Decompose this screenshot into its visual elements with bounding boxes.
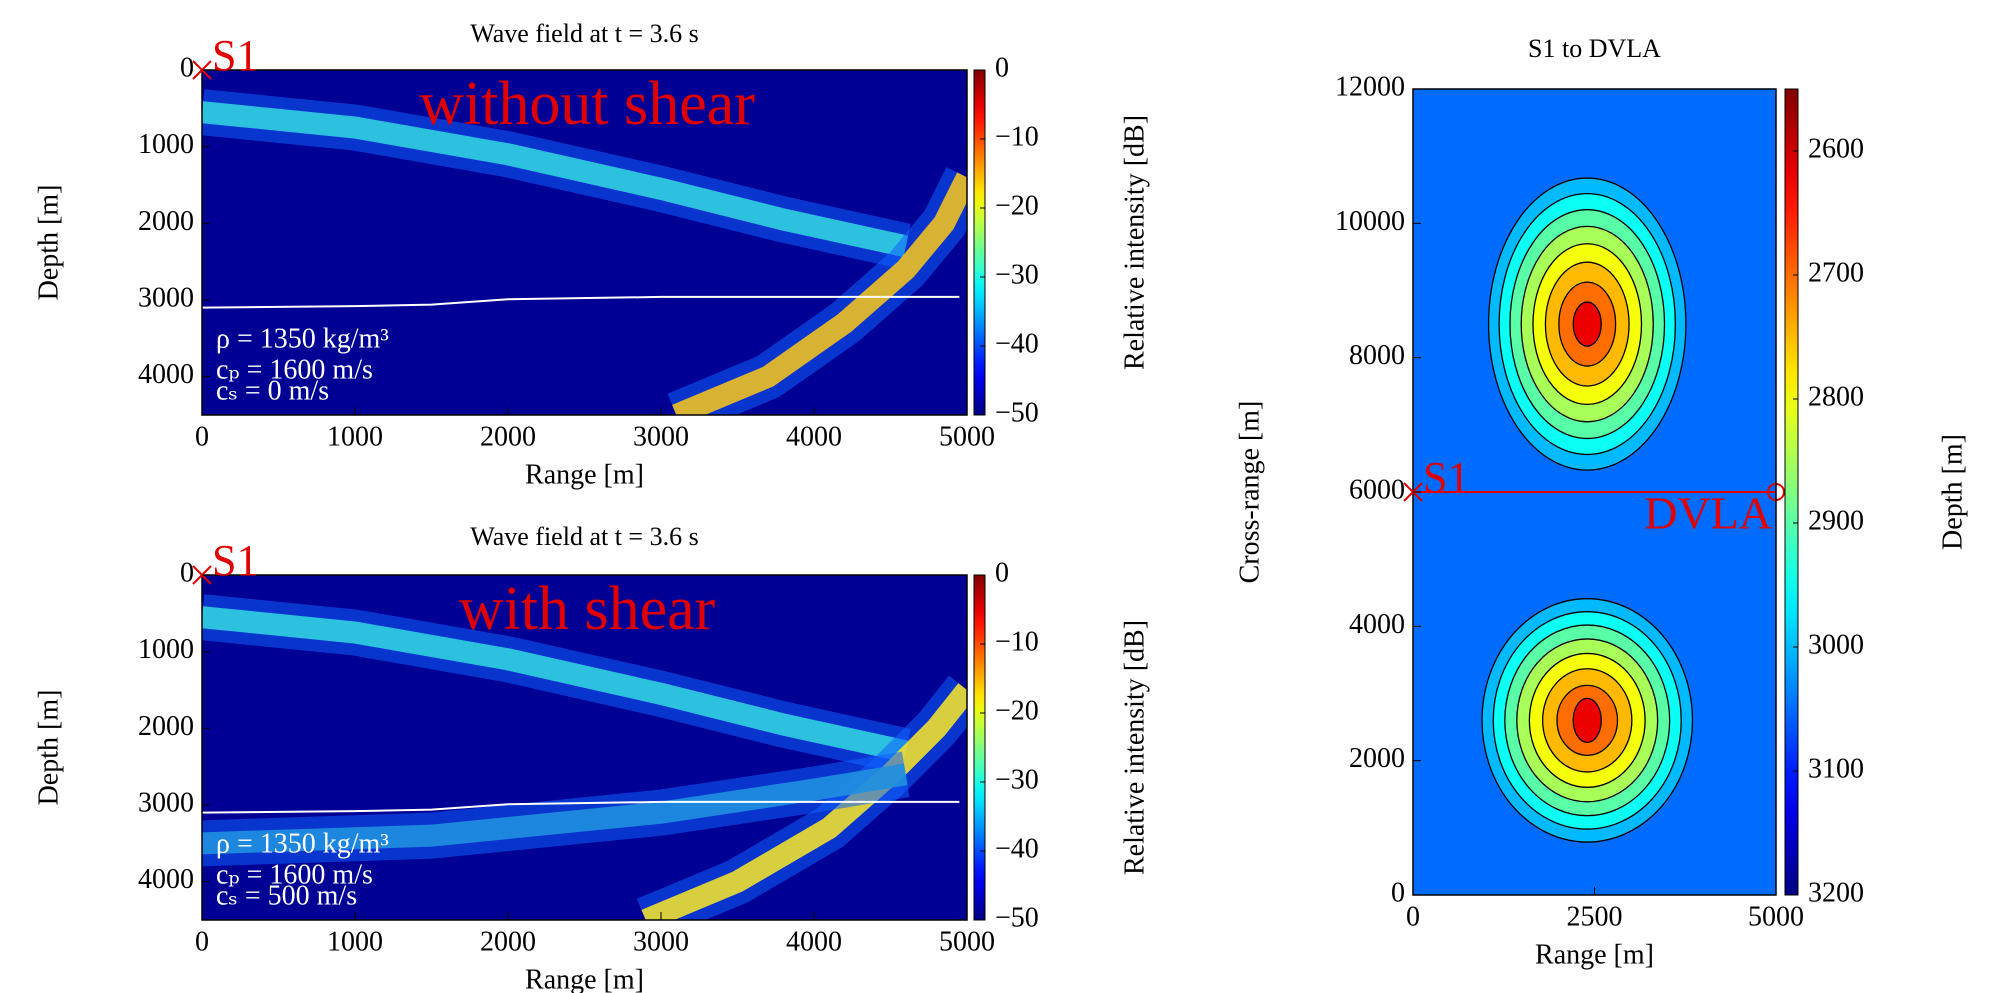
x-tick-label: 5000 — [939, 926, 995, 957]
colorbar-tick-label: 3100 — [1808, 753, 1864, 784]
colorbar-tick-label: −20 — [995, 190, 1039, 221]
colorbar-label: Depth [m] — [1937, 434, 1968, 550]
annotation: without shear — [419, 70, 755, 138]
y-tick-label: 0 — [1391, 877, 1405, 908]
y-tick-label: 3000 — [138, 282, 194, 313]
plot-area — [202, 70, 967, 415]
colorbar-tick-label: 2700 — [1808, 257, 1864, 288]
y-tick-label: 1000 — [138, 129, 194, 160]
colorbar-tick-label: −30 — [995, 259, 1039, 290]
x-tick-label: 2000 — [480, 926, 536, 957]
x-tick-label: 1000 — [327, 926, 383, 957]
colorbar-tick-label: −20 — [995, 695, 1039, 726]
source-label: S1 — [212, 31, 258, 80]
plot-frame — [201, 69, 968, 416]
peak — [1572, 301, 1602, 347]
colorbar-tick-label: −50 — [995, 397, 1039, 428]
colorbar-label: Relative intensity [dB] — [1119, 115, 1150, 370]
receiver-label: DVLA — [1644, 488, 1772, 539]
chart-title: Wave field at t = 3.6 s — [470, 19, 698, 48]
x-tick-label: 4000 — [786, 421, 842, 452]
colorbar — [973, 574, 986, 921]
colorbar-tick-label: −10 — [995, 121, 1039, 152]
medium-label: ρ = 1350 kg/m³ — [216, 828, 389, 859]
seafloor-line — [202, 295, 960, 309]
y-tick-label: 2000 — [138, 711, 194, 742]
source-label: S1 — [212, 536, 258, 585]
colorbar-tick-label: 0 — [995, 52, 1009, 83]
plot-area — [202, 575, 967, 920]
colorbar-tick-label: 2900 — [1808, 505, 1864, 536]
x-tick-label: 2500 — [1567, 901, 1623, 932]
x-axis-label: Range [m] — [1535, 939, 1654, 970]
wavefront — [202, 606, 909, 763]
y-tick-label: 4000 — [138, 359, 194, 390]
y-tick-label: 1000 — [138, 634, 194, 665]
x-axis-label: Range [m] — [525, 964, 644, 993]
colorbar-tick-label: −10 — [995, 626, 1039, 657]
colorbar — [1784, 88, 1799, 896]
colorbar-tick-label: −50 — [995, 902, 1039, 933]
x-tick-label: 5000 — [939, 421, 995, 452]
colorbar-tick-label: −40 — [995, 833, 1039, 864]
colorbar-tick-label: 0 — [995, 557, 1009, 588]
chart-title: Wave field at t = 3.6 s — [470, 522, 698, 551]
y-tick-label: 4000 — [1349, 609, 1405, 640]
x-axis-label: Range [m] — [525, 459, 644, 490]
peak — [1572, 697, 1602, 744]
colorbar-tick-label: −30 — [995, 764, 1039, 795]
colorbar-label: Relative intensity [dB] — [1119, 620, 1150, 875]
colorbar-tick-label: −40 — [995, 328, 1039, 359]
x-tick-label: 3000 — [633, 926, 689, 957]
y-tick-label: 12000 — [1335, 71, 1405, 102]
x-tick-label: 0 — [1406, 901, 1420, 932]
y-tick-label: 2000 — [138, 206, 194, 237]
chart-title: S1 to DVLA — [1528, 34, 1661, 63]
medium-label: cₛ = 0 m/s — [216, 375, 329, 406]
colorbar — [973, 69, 986, 416]
x-tick-label: 4000 — [786, 926, 842, 957]
wavefront — [202, 763, 908, 855]
medium-label: ρ = 1350 kg/m³ — [216, 323, 389, 354]
colorbar-tick-label: 2800 — [1808, 381, 1864, 412]
y-tick-label: 4000 — [138, 864, 194, 895]
y-axis-label: Cross-range [m] — [1234, 401, 1265, 584]
medium-label: cₚ = 1600 m/s — [216, 354, 373, 385]
source-label: S1 — [1423, 453, 1469, 502]
y-tick-label: 8000 — [1349, 340, 1405, 371]
y-axis-label: Depth [m] — [33, 690, 64, 806]
colorbar-tick-label: 3000 — [1808, 629, 1864, 660]
y-axis-label: Depth [m] — [33, 185, 64, 301]
seafloor-line — [202, 800, 960, 814]
y-tick-label: 3000 — [138, 787, 194, 818]
medium-label: cₚ = 1600 m/s — [216, 859, 373, 890]
y-tick-label: 0 — [180, 557, 194, 588]
x-tick-label: 0 — [195, 926, 209, 957]
annotation: with shear — [459, 575, 716, 643]
x-tick-label: 3000 — [633, 421, 689, 452]
wavefront — [202, 101, 909, 258]
x-tick-label: 5000 — [1748, 901, 1804, 932]
y-tick-label: 6000 — [1349, 474, 1405, 505]
medium-label: cₛ = 500 m/s — [216, 880, 357, 911]
y-tick-label: 0 — [180, 52, 194, 83]
colorbar-tick-label: 2600 — [1808, 133, 1864, 164]
colorbar-tick-label: 3200 — [1808, 877, 1864, 908]
x-tick-label: 0 — [195, 421, 209, 452]
plot-frame — [201, 574, 968, 921]
y-tick-label: 2000 — [1349, 743, 1405, 774]
y-tick-label: 10000 — [1335, 206, 1405, 237]
x-tick-label: 1000 — [327, 421, 383, 452]
x-tick-label: 2000 — [480, 421, 536, 452]
